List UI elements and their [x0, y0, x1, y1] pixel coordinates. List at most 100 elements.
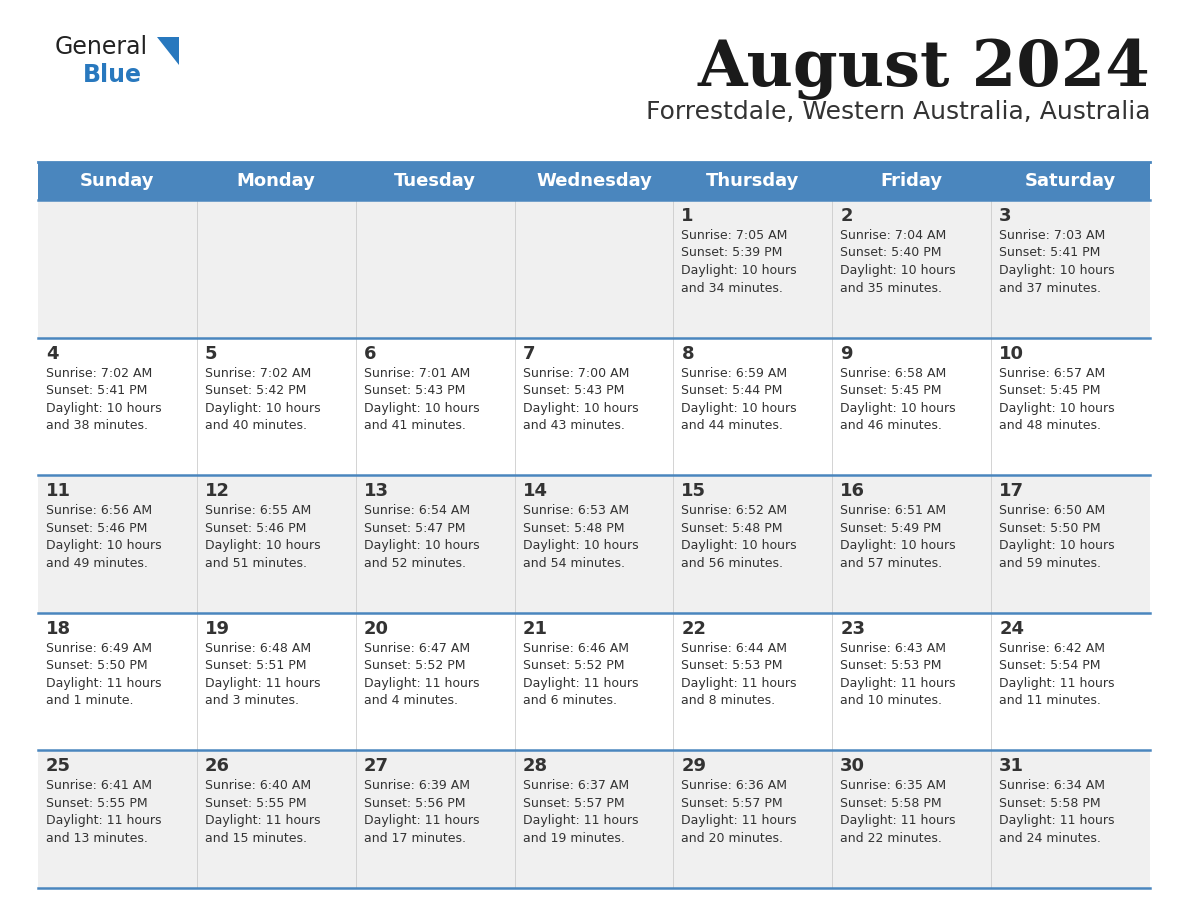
Text: Sunset: 5:56 PM: Sunset: 5:56 PM — [364, 797, 466, 810]
Text: 11: 11 — [46, 482, 71, 500]
Text: and 48 minutes.: and 48 minutes. — [999, 420, 1101, 432]
Text: and 34 minutes.: and 34 minutes. — [682, 282, 783, 295]
Text: Sunset: 5:55 PM: Sunset: 5:55 PM — [46, 797, 147, 810]
Text: 5: 5 — [204, 344, 217, 363]
Text: Sunset: 5:41 PM: Sunset: 5:41 PM — [999, 247, 1100, 260]
Text: Sunrise: 6:55 AM: Sunrise: 6:55 AM — [204, 504, 311, 517]
Bar — [38, 750, 1150, 888]
Text: 24: 24 — [999, 620, 1024, 638]
Text: Daylight: 10 hours: Daylight: 10 hours — [999, 539, 1114, 553]
Text: 22: 22 — [682, 620, 707, 638]
Text: Daylight: 11 hours: Daylight: 11 hours — [523, 814, 638, 827]
Text: Tuesday: Tuesday — [394, 172, 476, 190]
Text: Sunset: 5:39 PM: Sunset: 5:39 PM — [682, 247, 783, 260]
Text: and 17 minutes.: and 17 minutes. — [364, 832, 466, 845]
Text: Daylight: 10 hours: Daylight: 10 hours — [204, 401, 321, 415]
Text: Sunrise: 6:59 AM: Sunrise: 6:59 AM — [682, 366, 788, 380]
Text: Sunset: 5:41 PM: Sunset: 5:41 PM — [46, 384, 147, 397]
Text: and 20 minutes.: and 20 minutes. — [682, 832, 783, 845]
Text: Sunrise: 6:41 AM: Sunrise: 6:41 AM — [46, 779, 152, 792]
Text: and 37 minutes.: and 37 minutes. — [999, 282, 1101, 295]
Text: 27: 27 — [364, 757, 388, 776]
Bar — [38, 338, 1150, 476]
Text: and 1 minute.: and 1 minute. — [46, 694, 133, 707]
Text: and 41 minutes.: and 41 minutes. — [364, 420, 466, 432]
Text: 17: 17 — [999, 482, 1024, 500]
Text: Sunrise: 6:43 AM: Sunrise: 6:43 AM — [840, 642, 947, 655]
Text: Sunrise: 6:49 AM: Sunrise: 6:49 AM — [46, 642, 152, 655]
Text: and 22 minutes.: and 22 minutes. — [840, 832, 942, 845]
Text: Sunset: 5:52 PM: Sunset: 5:52 PM — [523, 659, 624, 672]
Text: Sunrise: 6:47 AM: Sunrise: 6:47 AM — [364, 642, 469, 655]
Text: Sunset: 5:58 PM: Sunset: 5:58 PM — [999, 797, 1101, 810]
Bar — [38, 162, 1150, 200]
Text: Sunrise: 6:35 AM: Sunrise: 6:35 AM — [840, 779, 947, 792]
Text: Daylight: 10 hours: Daylight: 10 hours — [682, 539, 797, 553]
Text: Sunset: 5:50 PM: Sunset: 5:50 PM — [999, 521, 1101, 534]
Text: Sunrise: 6:57 AM: Sunrise: 6:57 AM — [999, 366, 1105, 380]
Text: Sunset: 5:46 PM: Sunset: 5:46 PM — [204, 521, 307, 534]
Polygon shape — [157, 37, 179, 65]
Text: Thursday: Thursday — [706, 172, 800, 190]
Text: Monday: Monday — [236, 172, 316, 190]
Text: Daylight: 10 hours: Daylight: 10 hours — [840, 264, 956, 277]
Text: 3: 3 — [999, 207, 1012, 225]
Text: 13: 13 — [364, 482, 388, 500]
Text: 16: 16 — [840, 482, 865, 500]
Text: Sunset: 5:52 PM: Sunset: 5:52 PM — [364, 659, 466, 672]
Text: Sunrise: 7:00 AM: Sunrise: 7:00 AM — [523, 366, 628, 380]
Text: 30: 30 — [840, 757, 865, 776]
Text: Sunrise: 6:53 AM: Sunrise: 6:53 AM — [523, 504, 628, 517]
Text: Sunrise: 6:40 AM: Sunrise: 6:40 AM — [204, 779, 311, 792]
Text: Sunset: 5:57 PM: Sunset: 5:57 PM — [682, 797, 783, 810]
Text: Sunset: 5:58 PM: Sunset: 5:58 PM — [840, 797, 942, 810]
Text: Sunset: 5:49 PM: Sunset: 5:49 PM — [840, 521, 942, 534]
Text: and 4 minutes.: and 4 minutes. — [364, 694, 457, 707]
Text: and 13 minutes.: and 13 minutes. — [46, 832, 147, 845]
Text: 14: 14 — [523, 482, 548, 500]
Text: and 51 minutes.: and 51 minutes. — [204, 556, 307, 570]
Text: Sunrise: 7:02 AM: Sunrise: 7:02 AM — [204, 366, 311, 380]
Text: and 46 minutes.: and 46 minutes. — [840, 420, 942, 432]
Text: and 38 minutes.: and 38 minutes. — [46, 420, 148, 432]
Text: Daylight: 10 hours: Daylight: 10 hours — [46, 539, 162, 553]
Text: Forrestdale, Western Australia, Australia: Forrestdale, Western Australia, Australi… — [645, 100, 1150, 124]
Text: Daylight: 11 hours: Daylight: 11 hours — [364, 677, 479, 689]
Text: and 8 minutes.: and 8 minutes. — [682, 694, 776, 707]
Text: Sunset: 5:50 PM: Sunset: 5:50 PM — [46, 659, 147, 672]
Text: Sunrise: 7:02 AM: Sunrise: 7:02 AM — [46, 366, 152, 380]
Bar — [38, 200, 1150, 338]
Text: Sunset: 5:47 PM: Sunset: 5:47 PM — [364, 521, 466, 534]
Text: Sunset: 5:42 PM: Sunset: 5:42 PM — [204, 384, 307, 397]
Text: 28: 28 — [523, 757, 548, 776]
Text: Daylight: 11 hours: Daylight: 11 hours — [840, 677, 956, 689]
Text: Sunset: 5:51 PM: Sunset: 5:51 PM — [204, 659, 307, 672]
Text: and 54 minutes.: and 54 minutes. — [523, 556, 625, 570]
Text: Daylight: 11 hours: Daylight: 11 hours — [999, 677, 1114, 689]
Text: and 15 minutes.: and 15 minutes. — [204, 832, 307, 845]
Text: 23: 23 — [840, 620, 865, 638]
Text: Daylight: 11 hours: Daylight: 11 hours — [204, 677, 321, 689]
Text: Sunset: 5:54 PM: Sunset: 5:54 PM — [999, 659, 1100, 672]
Text: Sunrise: 7:04 AM: Sunrise: 7:04 AM — [840, 229, 947, 242]
Text: Sunset: 5:53 PM: Sunset: 5:53 PM — [682, 659, 783, 672]
Text: Daylight: 11 hours: Daylight: 11 hours — [46, 814, 162, 827]
Text: 19: 19 — [204, 620, 229, 638]
Text: Sunset: 5:57 PM: Sunset: 5:57 PM — [523, 797, 624, 810]
Text: Sunrise: 7:03 AM: Sunrise: 7:03 AM — [999, 229, 1105, 242]
Text: Sunset: 5:53 PM: Sunset: 5:53 PM — [840, 659, 942, 672]
Text: and 10 minutes.: and 10 minutes. — [840, 694, 942, 707]
Text: Sunrise: 6:50 AM: Sunrise: 6:50 AM — [999, 504, 1105, 517]
Text: Sunrise: 6:58 AM: Sunrise: 6:58 AM — [840, 366, 947, 380]
Text: 31: 31 — [999, 757, 1024, 776]
Text: Daylight: 10 hours: Daylight: 10 hours — [840, 401, 956, 415]
Text: Daylight: 11 hours: Daylight: 11 hours — [46, 677, 162, 689]
Text: Daylight: 10 hours: Daylight: 10 hours — [364, 401, 479, 415]
Text: Sunset: 5:55 PM: Sunset: 5:55 PM — [204, 797, 307, 810]
Text: Blue: Blue — [83, 63, 143, 87]
Text: Daylight: 11 hours: Daylight: 11 hours — [682, 814, 797, 827]
Text: 9: 9 — [840, 344, 853, 363]
Text: Sunset: 5:43 PM: Sunset: 5:43 PM — [364, 384, 465, 397]
Text: and 35 minutes.: and 35 minutes. — [840, 282, 942, 295]
Text: and 57 minutes.: and 57 minutes. — [840, 556, 942, 570]
